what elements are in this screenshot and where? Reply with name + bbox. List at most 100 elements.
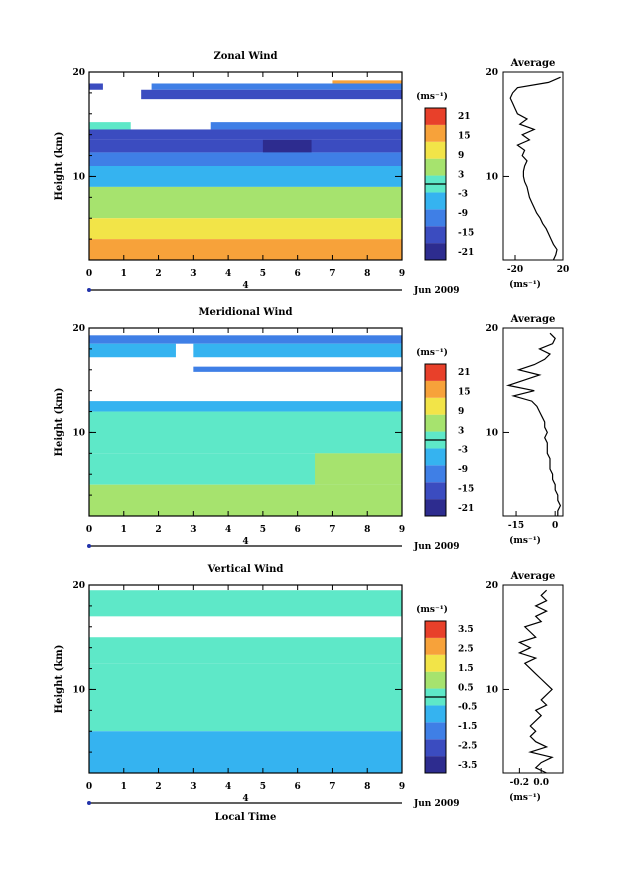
colorbar-tick-label: -9 [458,209,468,219]
colorbar-tick-label: 21 [458,368,471,378]
profile-y-tick-label: 10 [485,428,498,438]
x-tick-label: 8 [364,782,370,792]
x-tick-label: 6 [295,525,301,535]
y-tick-label: 10 [72,172,85,182]
colorbar-segment [425,705,446,723]
day-marker-label: 4 [242,281,248,291]
heatmap-cell [262,139,312,153]
heatmap-cell [89,218,402,240]
heatmap-cell [89,122,131,130]
x-tick-label: 8 [364,525,370,535]
panel-title: Vertical Wind [207,564,284,575]
x-tick-label: 4 [225,525,231,535]
x-tick-label: 7 [329,525,335,535]
heatmap-cell [89,129,402,140]
x-tick-label: 2 [155,782,161,792]
colorbar-tick-label: 9 [458,407,464,417]
plot-frame [88,71,403,261]
colorbar-tick-label: -3 [458,190,468,200]
profile-title: Average [510,314,556,325]
heatmap-cell [332,80,402,84]
heatmap-cell [89,401,402,412]
colorbar-tick-label: 15 [458,131,471,141]
colorbar-segment [425,448,446,466]
colorbar-segment [425,671,446,689]
heatmap-cell [89,411,402,454]
colorbar-tick-label: 9 [458,151,464,161]
colorbar-tick-label: -2.5 [458,742,477,752]
y-tick-label: 20 [72,68,85,78]
colorbar-tick-label: 2.5 [458,644,474,654]
day-marker-label: 4 [242,794,248,804]
profile-x-tick-label: 0.0 [533,778,549,788]
colorbar-tick-label: -3 [458,446,468,456]
colorbar-segment [425,108,446,125]
colorbar-segment [425,482,446,500]
x-tick-label: 3 [190,525,196,535]
profile-line [509,76,561,261]
heatmap-cell [89,152,402,166]
y-axis-label: Height (km) [54,388,65,457]
profile-x-tick-label: -0.2 [510,778,529,788]
heatmap-cell [89,139,402,153]
x-tick-label: 5 [260,525,266,535]
colorbar-segment [425,243,446,260]
x-tick-label: 0 [86,782,92,792]
x-tick-label: 6 [295,269,301,279]
y-tick-label: 10 [72,428,85,438]
x-axis-label: Local Time [215,812,277,823]
x-tick-label: 9 [399,269,405,279]
x-tick-label: 4 [225,269,231,279]
profile-title: Average [510,571,556,582]
profile-y-tick-label: 10 [485,172,498,182]
colorbar-tick-label: -15 [458,485,474,495]
colorbar-tick-label: 3 [458,170,464,180]
colorbar-segment [425,364,446,381]
colorbar-segment [425,141,446,159]
x-tick-label: 1 [121,525,127,535]
x-tick-label: 5 [260,782,266,792]
colorbar-tick-label: 3 [458,426,464,436]
colorbar-unit: (ms⁻¹) [416,604,448,615]
plot-frame [88,327,403,517]
colorbar-tick-label: -1.5 [458,722,477,732]
x-tick-label: 9 [399,525,405,535]
colorbar-tick-label: 1.5 [458,664,474,674]
profile-frame [502,327,564,517]
profile-frame [502,584,564,774]
x-tick-label: 7 [329,269,335,279]
colorbar-segment [425,209,446,227]
date-label: Jun 2009 [413,286,460,296]
profile-x-tick-label: 0 [552,521,558,531]
y-axis-label: Height (km) [54,132,65,201]
colorbar-segment [425,124,446,142]
heatmap-cell [89,343,176,358]
profile-frame [502,71,564,261]
colorbar-unit: (ms⁻¹) [416,91,448,102]
colorbar-segment [425,414,446,432]
profile-x-label: (ms⁻¹) [509,792,541,803]
profile-y-tick-label: 10 [485,685,498,695]
colorbar-segment [425,621,446,638]
colorbar-segment [425,654,446,672]
colorbar-tick-label: -3.5 [458,761,477,771]
day-marker-label: 4 [242,537,248,547]
panel-title: Zonal Wind [213,51,277,62]
x-tick-label: 3 [190,782,196,792]
colorbar-segment [425,397,446,415]
colorbar-tick-label: 21 [458,112,471,122]
colorbar-segment [425,499,446,516]
panel-title: Meridional Wind [198,307,292,318]
heatmap-cell [89,731,402,773]
x-tick-label: 3 [190,269,196,279]
colorbar-segment [425,637,446,655]
heatmap-cell [193,366,402,372]
heatmap-cell [89,186,402,219]
x-tick-label: 2 [155,525,161,535]
x-tick-label: 0 [86,269,92,279]
day-axis-start-marker [87,288,91,292]
heatmap-cell [89,83,103,90]
heatmap-cell [141,89,402,100]
colorbar-tick-label: 0.5 [458,683,474,693]
colorbar-segment [425,722,446,740]
